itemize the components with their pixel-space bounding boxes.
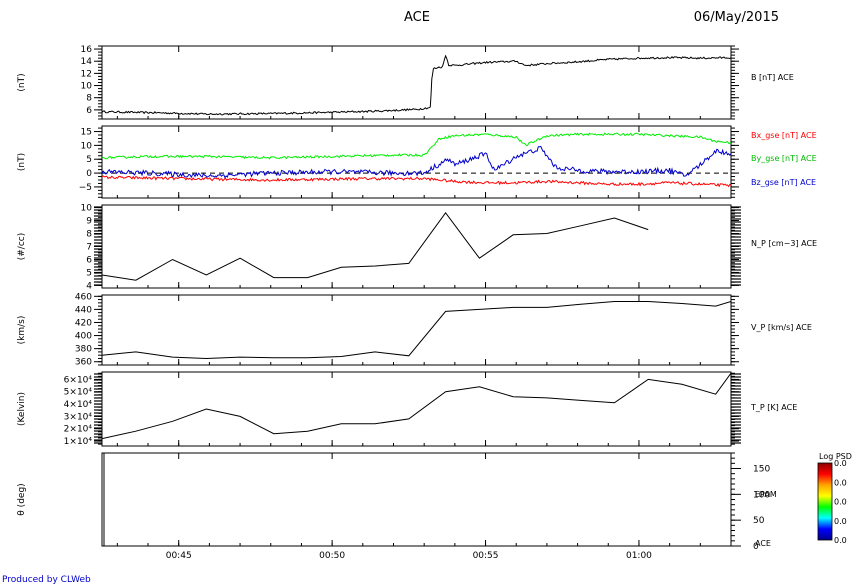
- colorbar-tick-label: 0.0: [834, 517, 847, 526]
- colorbar-title: Log PSD: [819, 452, 852, 461]
- legend-entry: EPAM: [755, 490, 777, 499]
- y-tick-label: 4: [86, 281, 92, 291]
- y-tick-label: 460: [75, 292, 92, 302]
- legend-entry: By_gse [nT] ACE: [751, 154, 817, 163]
- panel-frame: [101, 452, 732, 547]
- panel-frame: [101, 45, 732, 120]
- y-tick-label: 360: [75, 358, 92, 368]
- y-axis-label: (#/cc): [17, 233, 27, 261]
- y-axis-label: (Kelvin): [17, 392, 27, 426]
- y-tick-label: 1×10⁴: [64, 437, 93, 447]
- figure-title: ACE: [404, 10, 430, 25]
- y-tick-label: 6: [86, 106, 92, 116]
- panel-6: θ (deg) 0 50 100 150 EPAM ACE: [17, 452, 777, 552]
- legend-entry: B [nT] ACE: [751, 73, 794, 82]
- y-tick-label: 8: [86, 230, 92, 240]
- credit-text: Produced by CLWeb: [2, 575, 91, 584]
- colorbar-tick-label: 0.0: [834, 536, 847, 545]
- colorbar-gradient: [817, 462, 833, 541]
- y-tick-label: 440: [75, 305, 92, 315]
- series-line-1: [102, 301, 731, 360]
- theta-tick-label: 0: [753, 542, 759, 552]
- y-tick-label: 380: [75, 345, 92, 355]
- panel-1: (nT) 6 8 10 12 14 16 B [nT] ACE: [17, 45, 794, 120]
- y-tick-label: 420: [75, 318, 92, 328]
- y-tick-label: 7: [86, 243, 92, 253]
- y-tick-label: 10: [81, 204, 93, 214]
- colorbar-tick-label: 0.0: [834, 478, 847, 487]
- time-tick-label: 00:50: [319, 551, 345, 561]
- panel-2: (nT) −5 0 5 10 15 Bx_gse [nT] ACE By_gse [nT] A…: [17, 125, 817, 199]
- legend-entry: V_P [km/s] ACE: [751, 323, 812, 332]
- series-line-3: [102, 145, 731, 179]
- panel-frame: [101, 204, 732, 289]
- y-tick-label: 2×10⁴: [64, 425, 93, 435]
- y-tick-label: 3×10⁴: [64, 412, 93, 422]
- theta-tick-label: 100: [753, 490, 770, 500]
- y-tick-label: 6: [86, 255, 92, 265]
- theta-tick-label: 50: [753, 516, 765, 526]
- y-tick-label: 5×10⁴: [64, 388, 93, 398]
- series-line-1: [102, 372, 731, 440]
- y-tick-label: 6×10⁴: [64, 375, 93, 385]
- y-tick-label: 400: [75, 332, 92, 342]
- legend-entry: Bz_gse [nT] ACE: [751, 178, 816, 187]
- y-tick-label: 10: [81, 141, 93, 151]
- legend-entry: N_P [cm−3] ACE: [751, 239, 817, 248]
- panel-frame: [101, 125, 732, 199]
- panel-5: (Kelvin) 1×10⁴ 2×10⁴ 3×10⁴ 4×10⁴ 5×10⁴ 6×10⁴ T_…: [17, 371, 797, 447]
- y-axis-label: (km/s): [17, 316, 27, 345]
- panel-4: (km/s) 360 380 400 420 440 460 V_P [km/s] ACE: [17, 292, 812, 367]
- legend-entry: T_P [K] ACE: [750, 403, 797, 412]
- colorbar-tick-label: 0.0: [834, 459, 847, 468]
- series-line-1: [102, 211, 649, 281]
- y-tick-label: −5: [79, 183, 92, 193]
- time-tick-label: 00:45: [166, 551, 192, 561]
- y-tick-label: 0: [86, 169, 92, 179]
- y-tick-label: 4×10⁴: [64, 400, 93, 410]
- panel-frame: [101, 371, 732, 447]
- time-tick-label: 00:55: [473, 551, 499, 561]
- y-tick-label: 5: [86, 268, 92, 278]
- y-axis-label: (nT): [17, 73, 27, 91]
- y-axis-label: (nT): [17, 153, 27, 171]
- y-tick-label: 8: [86, 94, 92, 104]
- panel-frame: [101, 294, 732, 366]
- y-tick-label: 14: [81, 57, 93, 67]
- y-tick-label: 10: [81, 82, 93, 92]
- y-axis-label: θ (deg): [17, 483, 27, 515]
- series-line-2: [102, 132, 731, 160]
- series-line-1: [102, 54, 731, 116]
- time-tick-label: 01:00: [626, 551, 652, 561]
- series-line-1: [102, 175, 731, 188]
- y-tick-label: 9: [86, 217, 92, 227]
- y-tick-label: 12: [81, 69, 92, 79]
- colorbar-tick-label: 0.0: [834, 498, 847, 507]
- y-tick-label: 15: [81, 128, 92, 138]
- y-tick-label: 16: [81, 45, 93, 55]
- panel-3: (#/cc) 4 5 6 7 8 9 10 N_P [cm−3] ACE: [17, 204, 817, 292]
- legend-entry: Bx_gse [nT] ACE: [751, 131, 817, 140]
- theta-tick-label: 150: [753, 465, 770, 475]
- figure-date: 06/May/2015: [694, 10, 779, 25]
- legend-entry: ACE: [755, 539, 771, 548]
- panels-group: (nT) 6 8 10 12 14 16 B [nT] ACE (nT) −5 0 5 10 15 Bx_g…: [17, 45, 817, 561]
- y-tick-label: 5: [86, 155, 92, 165]
